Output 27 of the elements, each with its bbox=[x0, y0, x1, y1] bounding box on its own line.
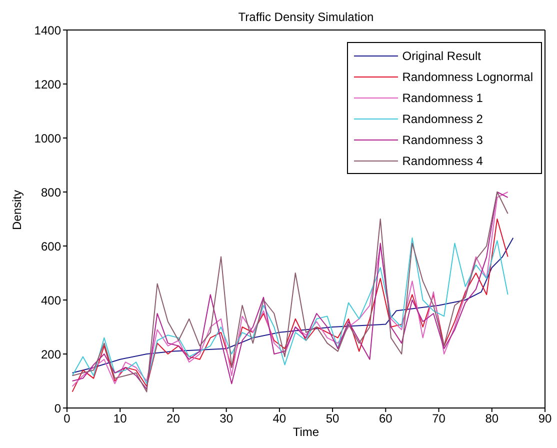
x-tick-label: 20 bbox=[166, 412, 180, 426]
legend-label: Randomness 3 bbox=[402, 132, 483, 146]
x-tick-label: 70 bbox=[432, 412, 446, 426]
x-axis-title: Time bbox=[292, 425, 320, 439]
legend-label: Randomness Lognormal bbox=[402, 70, 533, 84]
legend-label: Randomness 2 bbox=[402, 112, 483, 126]
y-tick-label: 0 bbox=[54, 401, 62, 416]
y-tick-label: 1200 bbox=[34, 77, 62, 92]
y-tick-label: 800 bbox=[40, 185, 62, 200]
chart-title: Traffic Density Simulation bbox=[237, 10, 375, 24]
y-tick-label: 200 bbox=[40, 347, 62, 362]
x-tick-label: 0 bbox=[64, 412, 71, 426]
x-tick-label: 90 bbox=[538, 412, 552, 426]
legend-label: Randomness 1 bbox=[402, 90, 483, 104]
x-tick-label: 80 bbox=[485, 412, 499, 426]
legend-label: Original Result bbox=[402, 48, 481, 62]
y-axis-title: Density bbox=[10, 190, 24, 230]
y-tick-label: 1000 bbox=[34, 131, 62, 146]
y-tick-label: 1400 bbox=[34, 23, 62, 38]
y-tick-label: 400 bbox=[40, 293, 62, 308]
x-tick-label: 30 bbox=[220, 412, 234, 426]
legend-label: Randomness 4 bbox=[402, 154, 483, 168]
x-tick-label: 50 bbox=[326, 412, 340, 426]
x-tick-label: 10 bbox=[113, 412, 128, 426]
y-tick-label: 600 bbox=[40, 239, 62, 254]
x-tick-label: 60 bbox=[378, 412, 393, 426]
x-tick-label: 40 bbox=[272, 412, 286, 426]
